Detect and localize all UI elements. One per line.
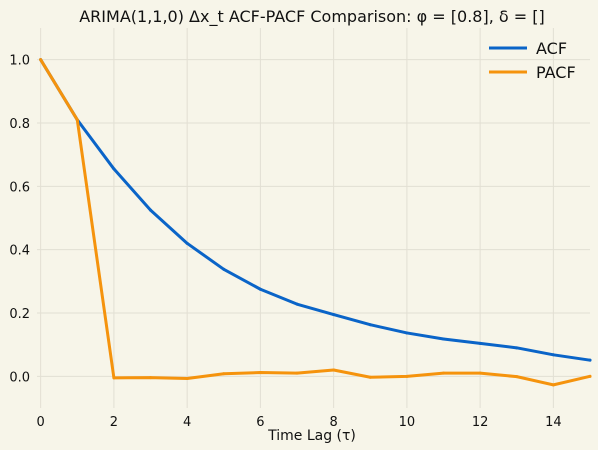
- data-point-acf: [222, 267, 226, 271]
- data-point-pacf: [295, 371, 299, 375]
- data-point-acf: [405, 331, 409, 335]
- series-line-pacf: [39, 58, 592, 387]
- y-tick-label: 0.0: [9, 370, 30, 385]
- grid-lines: [37, 28, 590, 408]
- y-tick-label: 0.4: [9, 244, 30, 259]
- y-tick-label: 0.2: [9, 307, 30, 322]
- series-lines: [39, 58, 592, 387]
- x-tick-label: 14: [545, 415, 562, 430]
- x-tick-label: 2: [110, 415, 118, 430]
- tick-labels: 0 2 4 6 8 10 12 14 0.0 0.2 0.4 0.6 0.8 1.0: [9, 54, 561, 430]
- data-point-pacf: [185, 377, 189, 381]
- data-point-acf: [368, 323, 372, 327]
- data-point-acf: [258, 287, 262, 291]
- data-point-pacf: [478, 371, 482, 375]
- y-tick-label: 1.0: [9, 54, 30, 69]
- data-point-acf: [478, 341, 482, 345]
- data-point-pacf: [442, 371, 446, 375]
- data-point-acf: [515, 346, 519, 350]
- data-point-pacf: [75, 118, 79, 122]
- data-point-pacf: [149, 376, 153, 380]
- data-point-pacf: [405, 374, 409, 378]
- legend-label-pacf: PACF: [536, 63, 576, 82]
- data-point-acf: [551, 353, 555, 357]
- x-tick-label: 6: [256, 415, 264, 430]
- data-point-pacf: [112, 376, 116, 380]
- data-point-pacf: [551, 383, 555, 387]
- x-tick-label: 0: [37, 415, 45, 430]
- data-point-pacf: [588, 374, 592, 378]
- y-tick-label: 0.6: [9, 180, 30, 195]
- legend: ACF PACF: [489, 39, 576, 82]
- data-point-pacf: [39, 58, 43, 62]
- data-point-acf: [588, 358, 592, 362]
- x-axis-label: Time Lag (τ): [267, 428, 356, 444]
- data-point-acf: [112, 167, 116, 171]
- data-point-pacf: [332, 368, 336, 372]
- x-tick-label: 4: [183, 415, 191, 430]
- data-point-acf: [295, 302, 299, 306]
- x-tick-label: 12: [472, 415, 489, 430]
- y-tick-label: 0.8: [9, 117, 30, 132]
- x-tick-label: 10: [399, 415, 416, 430]
- data-point-acf: [332, 313, 336, 317]
- x-tick-label: 8: [330, 415, 338, 430]
- data-point-acf: [149, 208, 153, 212]
- data-point-pacf: [368, 375, 372, 379]
- data-point-acf: [442, 337, 446, 341]
- series-line-acf: [39, 58, 592, 362]
- data-point-pacf: [515, 375, 519, 379]
- data-point-pacf: [222, 372, 226, 376]
- chart-title: ARIMA(1,1,0) Δx_t ACF-PACF Comparison: φ…: [79, 7, 545, 27]
- data-point-pacf: [258, 371, 262, 375]
- legend-label-acf: ACF: [536, 39, 567, 58]
- data-point-acf: [185, 241, 189, 245]
